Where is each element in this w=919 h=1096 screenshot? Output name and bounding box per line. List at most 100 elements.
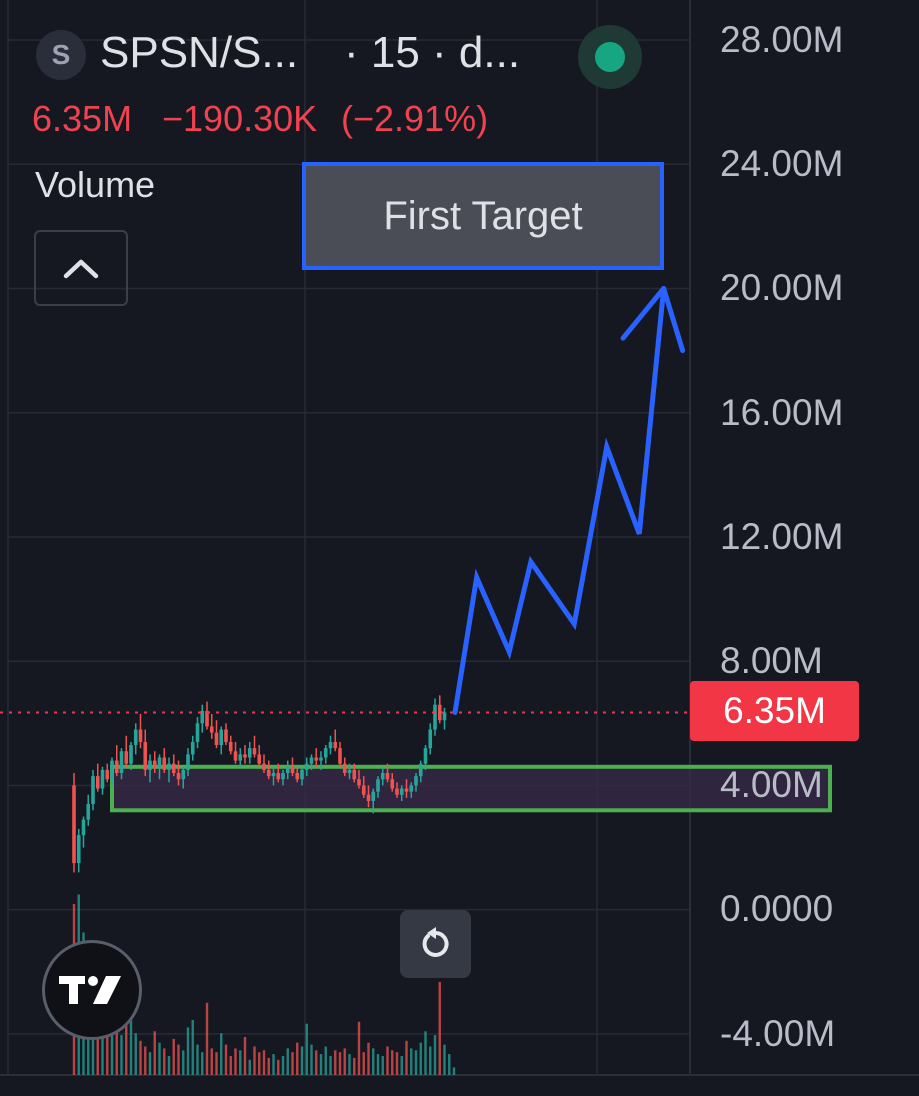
volume-bar bbox=[334, 1050, 337, 1075]
volume-bar bbox=[414, 1050, 418, 1075]
last-price: 6.35M bbox=[32, 98, 133, 139]
y-axis-tick: -4.00M bbox=[720, 1013, 836, 1054]
candle-body bbox=[186, 754, 190, 770]
market-status-indicator[interactable] bbox=[578, 25, 642, 89]
volume-bar bbox=[234, 1048, 237, 1075]
volume-bar bbox=[229, 1056, 232, 1075]
volume-bar bbox=[153, 1031, 156, 1075]
candle-body bbox=[86, 804, 91, 820]
volume-bar bbox=[139, 1040, 142, 1075]
candle-body bbox=[262, 763, 266, 770]
volume-bar bbox=[239, 1050, 242, 1075]
volume-bar bbox=[248, 1059, 251, 1075]
candle-body bbox=[304, 763, 309, 770]
volume-bar bbox=[324, 1046, 327, 1075]
candle-body bbox=[224, 729, 228, 742]
current-price-tag: 6.35M bbox=[690, 681, 859, 741]
volume-bar bbox=[305, 1023, 308, 1075]
support-zone-rectangle bbox=[110, 764, 832, 813]
symbol-logo-badge[interactable]: S bbox=[36, 30, 86, 80]
volume-bar bbox=[258, 1052, 261, 1075]
volume-bar bbox=[224, 1044, 228, 1075]
volume-bar bbox=[253, 1046, 256, 1075]
candle-body bbox=[266, 769, 271, 777]
volume-bar bbox=[286, 1048, 289, 1075]
volume-bar bbox=[433, 1035, 437, 1075]
candle-body bbox=[257, 754, 262, 764]
candle-body bbox=[219, 729, 224, 746]
candle-body bbox=[352, 769, 357, 780]
candle-body bbox=[233, 751, 238, 761]
candle-body bbox=[247, 748, 252, 758]
candle-body bbox=[119, 751, 124, 774]
reset-chart-button[interactable] bbox=[400, 910, 471, 978]
volume-bar bbox=[410, 1048, 413, 1075]
candle-body bbox=[357, 779, 361, 786]
live-dot-icon bbox=[595, 42, 625, 72]
first-target-annotation[interactable]: First Target bbox=[302, 162, 664, 270]
candle-body bbox=[323, 748, 328, 758]
candle-body bbox=[437, 704, 442, 721]
candle-body bbox=[338, 748, 342, 764]
tradingview-logo-icon[interactable] bbox=[42, 940, 142, 1040]
volume-bar bbox=[110, 1027, 114, 1075]
candle-body bbox=[333, 741, 338, 749]
volume-bar bbox=[319, 1054, 323, 1075]
candle-body bbox=[390, 779, 395, 789]
candle-body bbox=[105, 769, 110, 780]
collapse-legend-button[interactable] bbox=[34, 230, 128, 306]
volume-bar bbox=[267, 1057, 270, 1075]
volume-bar bbox=[329, 1056, 332, 1075]
volume-bar bbox=[205, 1002, 209, 1075]
candle-body bbox=[190, 741, 195, 755]
candle-body bbox=[418, 763, 423, 777]
candle-body bbox=[76, 835, 81, 864]
volume-bar bbox=[196, 1044, 199, 1075]
candle-body bbox=[157, 757, 162, 767]
volume-bar bbox=[115, 1014, 118, 1075]
volume-bar bbox=[300, 1046, 304, 1075]
y-axis-tick: 24.00M bbox=[720, 143, 844, 184]
volume-bar bbox=[167, 1056, 171, 1075]
volume-bar bbox=[452, 1067, 456, 1075]
candle-body bbox=[328, 741, 333, 749]
price-change: −190.30K bbox=[162, 98, 318, 139]
candle-body bbox=[148, 760, 152, 770]
candle-body bbox=[281, 773, 285, 780]
volume-bar bbox=[362, 1052, 365, 1075]
volume-bar bbox=[201, 1052, 204, 1075]
interval-label[interactable]: · 15 · d... bbox=[344, 28, 521, 77]
volume-bar bbox=[120, 1035, 123, 1075]
volume-bar bbox=[125, 1025, 128, 1075]
volume-bar bbox=[186, 1027, 190, 1075]
volume-bar bbox=[158, 1042, 161, 1075]
volume-bar bbox=[315, 1050, 318, 1075]
candle-body bbox=[181, 769, 186, 780]
volume-bar bbox=[348, 1054, 351, 1075]
volume-bar bbox=[163, 1048, 166, 1075]
candle-body bbox=[395, 788, 399, 795]
volume-bar bbox=[310, 1044, 313, 1075]
candle-body bbox=[167, 763, 171, 770]
symbol-name[interactable]: SPSN/S... bbox=[100, 28, 299, 77]
volume-bar bbox=[405, 1040, 408, 1075]
volume-bar bbox=[429, 1046, 432, 1075]
candle-body bbox=[243, 754, 247, 758]
candle-body bbox=[176, 773, 181, 780]
candle-body bbox=[442, 712, 447, 721]
candle-body bbox=[276, 773, 281, 780]
volume-bar bbox=[386, 1046, 389, 1075]
volume-bar bbox=[129, 1010, 133, 1075]
candle-body bbox=[91, 776, 95, 805]
volume-bar bbox=[400, 1056, 403, 1075]
volume-legend-label[interactable]: Volume bbox=[35, 164, 156, 205]
candle-body bbox=[404, 788, 409, 792]
volume-bar bbox=[381, 1056, 384, 1075]
volume-bar bbox=[296, 1042, 299, 1075]
candle-body bbox=[347, 769, 352, 774]
y-axis-tick: 12.00M bbox=[720, 516, 844, 557]
candle-body bbox=[309, 757, 314, 764]
y-axis-tick: 20.00M bbox=[720, 267, 844, 308]
volume-bar bbox=[144, 1046, 147, 1075]
candle-body bbox=[314, 757, 319, 761]
